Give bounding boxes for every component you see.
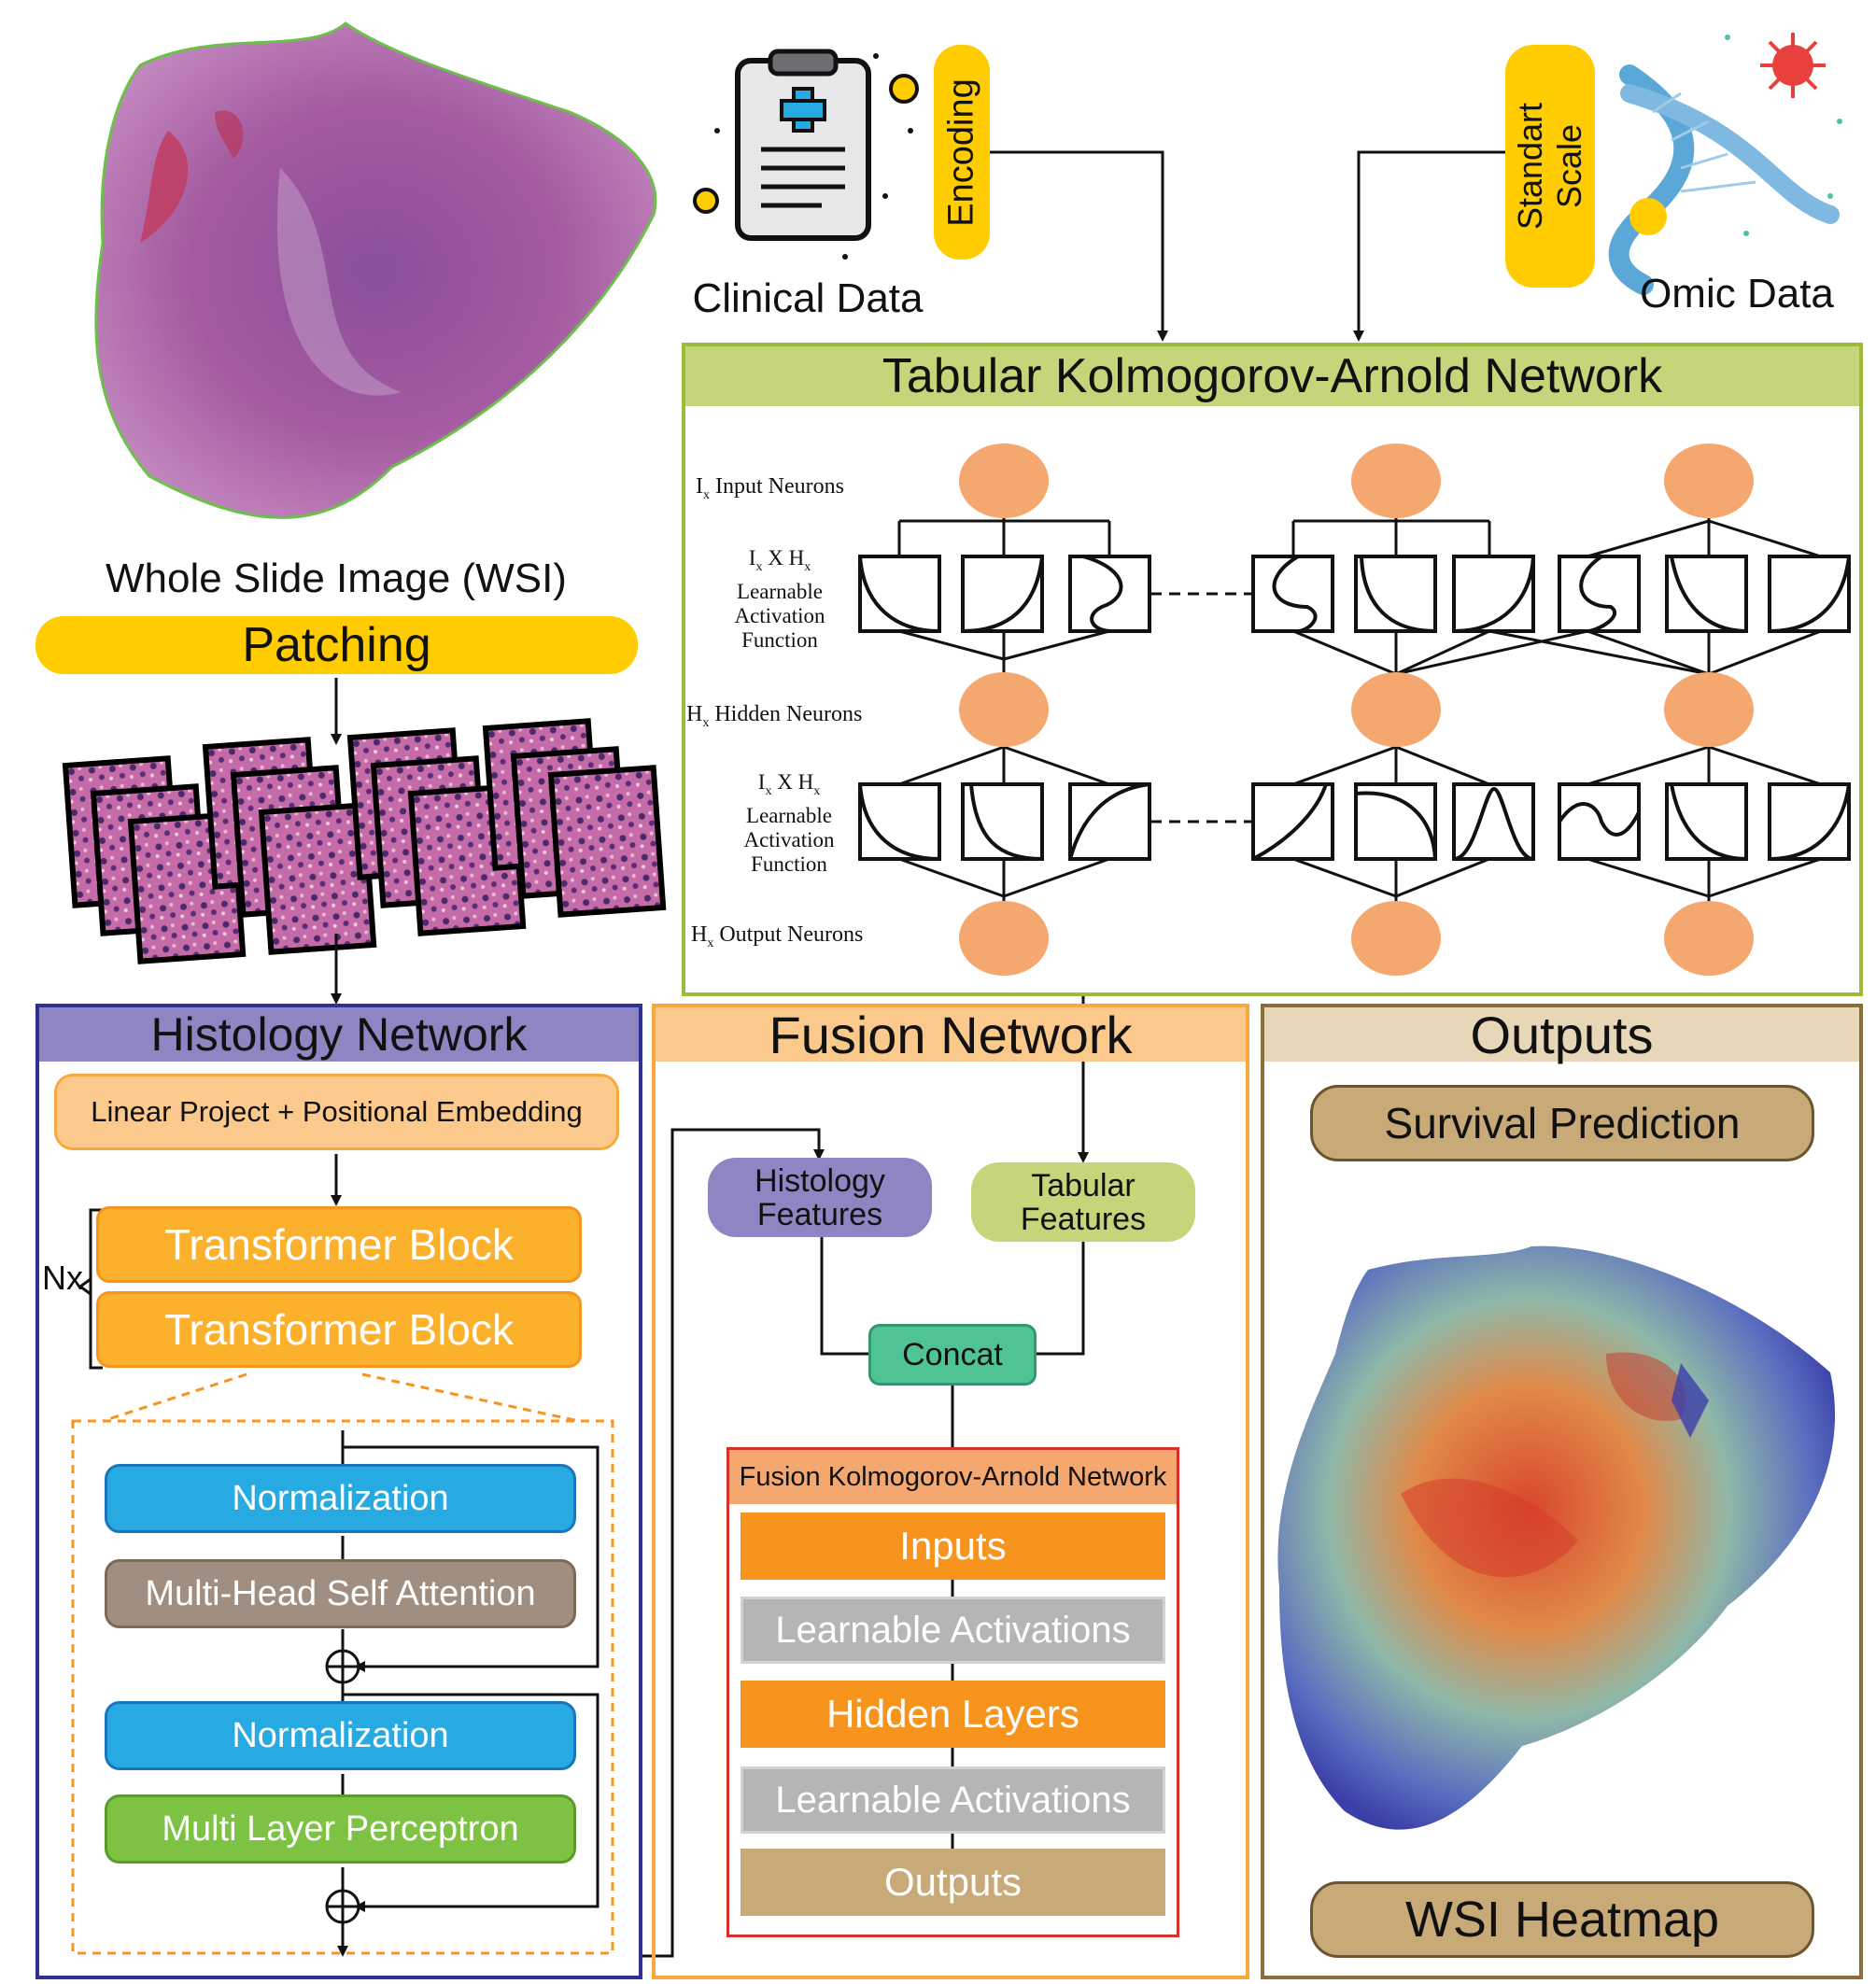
normalization-block-1: Normalization <box>105 1464 576 1533</box>
wsi-label: Whole Slide Image (WSI) <box>106 556 567 601</box>
transformer-block-2: Transformer Block <box>96 1291 582 1368</box>
fusion-panel: Fusion Network <box>652 1004 1249 1979</box>
nx-label: Nx <box>42 1259 83 1297</box>
omic-data-label: Omic Data <box>1640 271 1834 317</box>
transformer-block-1: Transformer Block <box>96 1206 582 1283</box>
fusion-kan-panel: Fusion Kolmogorov-Arnold Network <box>726 1447 1179 1937</box>
activation-function-label-2: Ix X Hx Learnable Activation Function <box>743 770 835 876</box>
linear-projection-block: Linear Project + Positional Embedding <box>54 1074 619 1150</box>
wsi-heatmap-image <box>1277 1245 1836 1830</box>
histology-features-node: Histology Features <box>708 1158 932 1237</box>
normalization-block-2: Normalization <box>105 1701 576 1770</box>
standart-scale-step: Standart Scale <box>1505 45 1595 288</box>
tabular-features-node: Tabular Features <box>971 1162 1195 1242</box>
neuron-nodes <box>959 443 1754 976</box>
patches-stack <box>62 718 667 964</box>
fusion-kan-title: Fusion Kolmogorov-Arnold Network <box>729 1450 1177 1504</box>
encoding-step: Encoding <box>934 45 990 260</box>
mhsa-block: Multi-Head Self Attention <box>105 1559 576 1628</box>
mlp-block: Multi Layer Perceptron <box>105 1794 576 1864</box>
scale-label: Scale <box>1550 123 1588 209</box>
outputs-panel: Outputs <box>1261 1004 1863 1979</box>
wsi-heatmap-output: WSI Heatmap <box>1310 1881 1814 1958</box>
encoding-label: Encoding <box>941 77 981 227</box>
clinical-data-label: Clinical Data <box>692 275 924 321</box>
fkan-hidden-layers: Hidden Layers <box>741 1681 1165 1748</box>
fkan-outputs-layer: Outputs <box>741 1849 1165 1916</box>
output-neurons-label: Hx Output Neurons <box>691 922 864 950</box>
activation-function-label-1: Ix X Hx Learnable Activation Function <box>734 546 825 652</box>
fkan-inputs-layer: Inputs <box>741 1513 1165 1580</box>
outputs-title: Outputs <box>1264 1006 1859 1064</box>
tkan-title: Tabular Kolmogorov-Arnold Network <box>685 346 1859 406</box>
wsi-image <box>94 21 657 519</box>
tkan-panel: Tabular Kolmogorov-Arnold Network <box>682 343 1863 996</box>
histology-panel: Histology Network <box>35 1004 642 1979</box>
hidden-neurons-label: Hx Hidden Neurons <box>686 702 863 730</box>
input-neurons-label: Ix Input Neurons <box>696 474 844 502</box>
kan-network-diagram <box>858 506 1851 902</box>
fkan-learnable-activations-1: Learnable Activations <box>741 1597 1165 1664</box>
patching-step: Patching <box>35 616 638 674</box>
standart-label: Standart <box>1511 102 1549 231</box>
fusion-title: Fusion Network <box>656 1006 1246 1064</box>
clipboard-icon <box>693 49 919 260</box>
histology-title: Histology Network <box>39 1007 639 1062</box>
concat-node: Concat <box>868 1324 1037 1386</box>
survival-prediction-output: Survival Prediction <box>1310 1085 1814 1161</box>
dna-icon <box>1608 33 1842 295</box>
fkan-learnable-activations-2: Learnable Activations <box>741 1766 1165 1834</box>
